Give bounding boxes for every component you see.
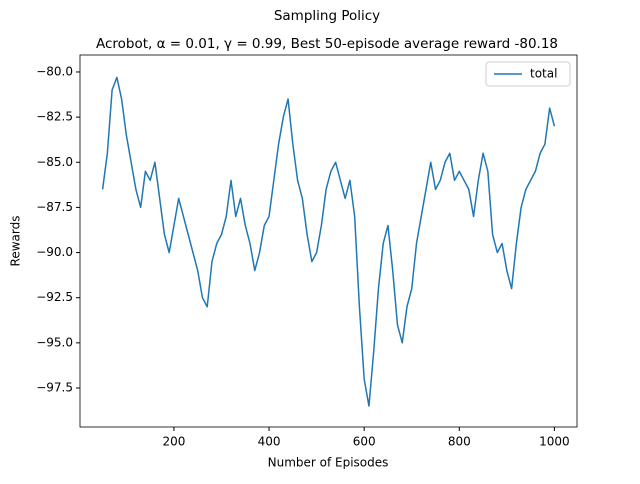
legend-label: total — [530, 67, 557, 81]
data-line — [101, 76, 556, 407]
plot-frame — [79, 54, 578, 428]
x-tick-label: 1000 — [539, 435, 570, 449]
y-tick-label: −82.5 — [36, 110, 73, 124]
y-tick-label: −97.5 — [36, 380, 73, 394]
y-tick-label: −90.0 — [36, 245, 73, 259]
x-tick-label: 600 — [353, 435, 376, 449]
legend-box — [485, 61, 571, 87]
y-tick-label: −80.0 — [36, 64, 73, 78]
y-axis-label: Rewards — [9, 216, 23, 267]
y-tick-label: −95.0 — [36, 335, 73, 349]
y-tick-label: −92.5 — [36, 290, 73, 304]
chart-title: Sampling Policy — [274, 8, 380, 24]
x-axis-label: Number of Episodes — [268, 456, 389, 470]
x-tick-label: 200 — [162, 435, 185, 449]
y-tick-label: −85.0 — [36, 155, 73, 169]
chart-subtitle: Acrobot, α = 0.01, γ = 0.99, Best 50-epi… — [96, 36, 558, 52]
y-tick-label: −87.5 — [36, 200, 73, 214]
x-tick-label: 800 — [448, 435, 471, 449]
x-tick-label: 400 — [258, 435, 281, 449]
